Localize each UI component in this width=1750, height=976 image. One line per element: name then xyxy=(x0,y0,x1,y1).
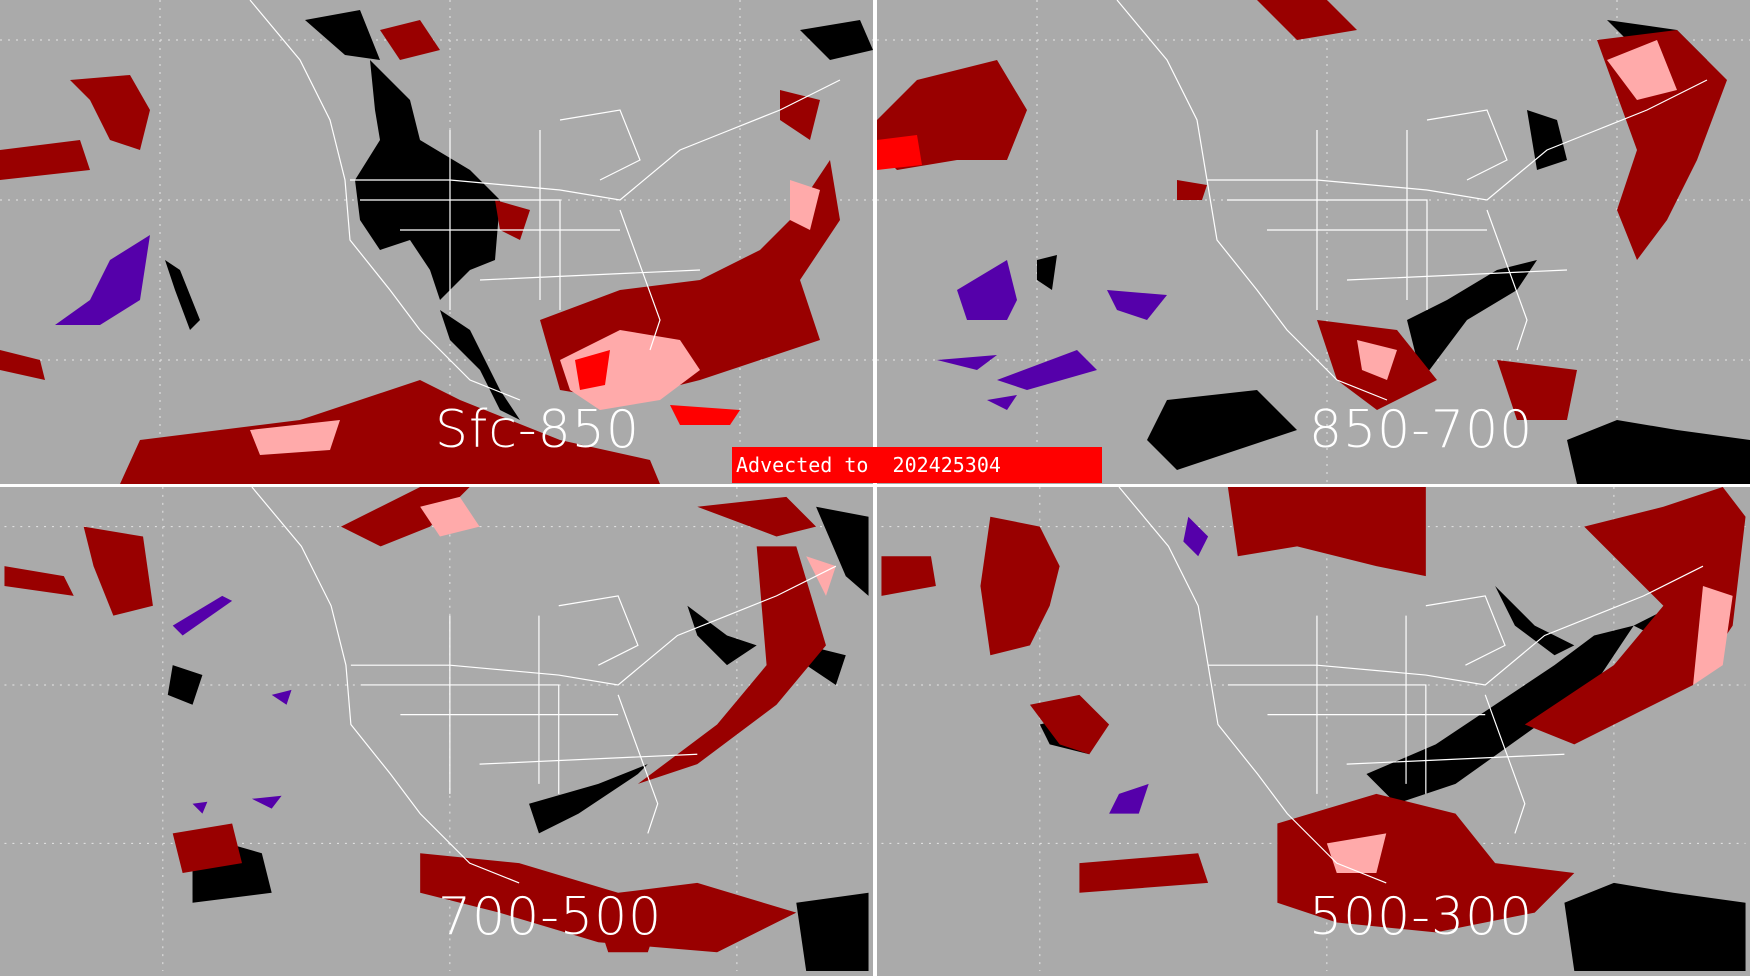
moisture-pink xyxy=(250,180,820,455)
moisture-purple xyxy=(55,235,150,325)
map-panel-500-300: 500-300 xyxy=(877,487,1750,976)
layer-label: 700-500 xyxy=(438,887,663,947)
lat-lon-grid xyxy=(0,0,873,484)
coastline-borders xyxy=(251,487,837,884)
moisture-dark-red xyxy=(877,0,1727,420)
map-panel-sfc-850: Sfc-850 xyxy=(0,0,873,484)
layer-label: 850-700 xyxy=(1309,400,1534,460)
coastline-borders xyxy=(1118,487,1704,884)
layer-label: 500-300 xyxy=(1309,887,1534,947)
moisture-red xyxy=(575,350,740,425)
moisture-purple xyxy=(172,595,292,814)
moisture-purple xyxy=(937,260,1167,410)
map-canvas xyxy=(881,487,1746,971)
moisture-pink xyxy=(420,496,836,596)
map-canvas xyxy=(4,487,869,971)
moisture-dark-red xyxy=(4,487,826,953)
moisture-pink xyxy=(1357,40,1677,380)
moisture-black xyxy=(167,506,869,971)
moisture-pink xyxy=(1326,585,1733,874)
coastline-borders xyxy=(1116,0,1708,401)
lat-lon-grid xyxy=(4,487,869,971)
map-panel-700-500: 700-500 xyxy=(0,487,873,976)
map-canvas xyxy=(0,0,873,484)
map-panel-850-700: 850-700 xyxy=(877,0,1750,484)
coastline-borders xyxy=(249,0,841,401)
layer-label: Sfc-850 xyxy=(435,400,640,460)
moisture-dark-red xyxy=(881,487,1746,933)
map-canvas xyxy=(877,0,1750,484)
advection-time-banner: Advected to 202425304 xyxy=(732,447,1102,483)
moisture-purple xyxy=(1109,516,1209,814)
moisture-red xyxy=(877,135,922,170)
